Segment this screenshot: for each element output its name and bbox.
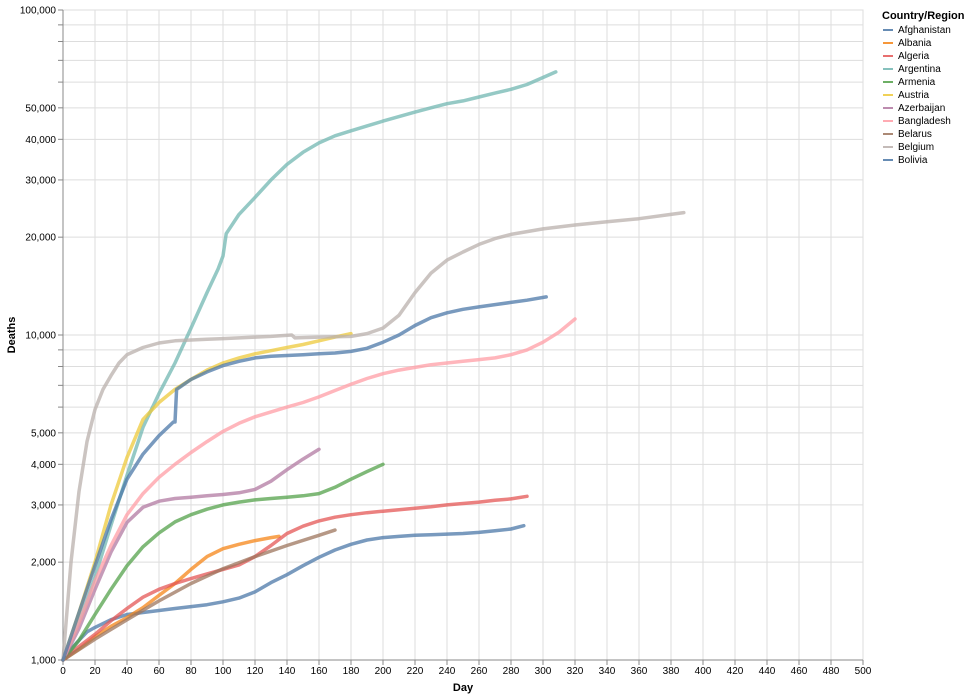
x-tick-label: 40 [121, 666, 133, 677]
x-tick-label: 420 [727, 666, 744, 677]
x-tick-label: 340 [599, 666, 616, 677]
x-tick-label: 20 [89, 666, 101, 677]
x-tick-label: 400 [695, 666, 712, 677]
x-tick-label: 140 [279, 666, 296, 677]
y-tick-label: 5,000 [31, 428, 56, 439]
x-tick-label: 480 [823, 666, 840, 677]
y-tick-label: 20,000 [25, 233, 56, 244]
legend-label: Belgium [898, 142, 934, 153]
x-tick-label: 240 [439, 666, 456, 677]
axes: 0 20 40 60 80 100 120 140 160 180 200 220 240 260 280 3… [20, 6, 872, 678]
y-tick-label: 40,000 [25, 135, 56, 146]
x-tick-label: 320 [567, 666, 584, 677]
legend: Country/Region Afghanistan Albania Algeria… [882, 10, 965, 166]
legend-label: Belarus [898, 129, 932, 140]
x-tick-label: 160 [311, 666, 328, 677]
legend-label: Algeria [898, 51, 930, 62]
legend-label: Albania [898, 38, 932, 49]
y-tick-label: 2,000 [31, 558, 56, 569]
series-line-bangladesh [61, 317, 577, 662]
legend-label: Argentina [898, 64, 941, 75]
y-tick-label: 10,000 [25, 331, 56, 342]
x-tick-label: 440 [759, 666, 776, 677]
legend-label: Afghanistan [898, 25, 951, 36]
legend-label: Azerbaijan [898, 103, 945, 114]
series-line-afghanistan [61, 523, 526, 662]
x-tick-label: 280 [503, 666, 520, 677]
x-tick-label: 380 [663, 666, 680, 677]
series-line-argentina [61, 70, 558, 662]
x-tick-label: 0 [60, 666, 66, 677]
x-tick-label: 360 [631, 666, 648, 677]
legend-title: Country/Region [882, 10, 965, 22]
x-tick-label: 80 [185, 666, 197, 677]
x-tick-label: 500 [855, 666, 872, 677]
y-tick-label: 30,000 [25, 175, 56, 186]
x-tick-label: 260 [471, 666, 488, 677]
legend-label: Bolivia [898, 155, 928, 166]
legend-label: Austria [898, 90, 930, 101]
x-axis-title: Day [453, 682, 474, 694]
x-tick-label: 220 [407, 666, 424, 677]
x-tick-label: 120 [247, 666, 264, 677]
series-line-armenia [61, 462, 385, 662]
y-axis-title: Deaths [6, 317, 18, 354]
x-tick-label: 100 [215, 666, 232, 677]
series-line-azerbaijan [61, 447, 321, 662]
series-line-belarus [61, 528, 337, 662]
grid [62, 9, 864, 661]
x-tick-label: 460 [791, 666, 808, 677]
series-lines [61, 70, 686, 662]
x-tick-label: 180 [343, 666, 360, 677]
series-line-belgium [61, 210, 686, 662]
legend-label: Armenia [898, 77, 936, 88]
y-tick-label: 4,000 [31, 460, 56, 471]
y-tick-label: 1,000 [31, 656, 56, 667]
y-tick-label: 100,000 [20, 6, 57, 17]
x-tick-label: 300 [535, 666, 552, 677]
y-tick-label: 3,000 [31, 500, 56, 511]
series-line-algeria [61, 494, 529, 662]
x-tick-label: 60 [153, 666, 165, 677]
y-tick-label: 50,000 [25, 103, 56, 114]
series-line-bolivia [61, 295, 548, 662]
x-tick-label: 200 [375, 666, 392, 677]
legend-label: Bangladesh [898, 116, 951, 127]
